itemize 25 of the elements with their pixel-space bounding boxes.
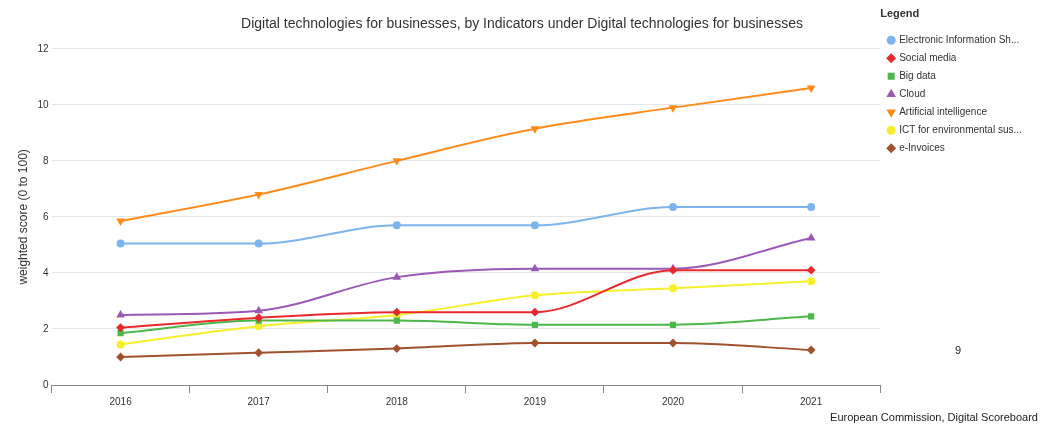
y-tick-label: 6 bbox=[42, 210, 49, 222]
legend-label: Big data bbox=[899, 69, 937, 81]
chart-title: Digital technologies for businesses, by Indicators under Digital technologies for businesses bbox=[241, 15, 803, 32]
legend-label: Electronic Information Sh... bbox=[899, 33, 1020, 45]
legend-label: ICT for environmental sus... bbox=[899, 123, 1022, 135]
y-tick-label: 4 bbox=[42, 266, 49, 278]
text: 9 bbox=[955, 344, 962, 357]
legend-label: Cloud bbox=[899, 87, 926, 99]
legend-label: Artificial intelligence bbox=[899, 105, 988, 117]
x-tick-label: 2017 bbox=[247, 395, 271, 407]
y-tick-label: 0 bbox=[42, 378, 49, 390]
y-tick-label: 2 bbox=[42, 322, 49, 334]
y-tick-label: 10 bbox=[37, 98, 49, 110]
y-axis-title: weighted score (0 to 100) bbox=[15, 149, 30, 286]
legend-label: Social media bbox=[899, 51, 957, 63]
y-tick-label: 8 bbox=[42, 154, 49, 166]
text: European Commission, Digital Scoreboard bbox=[830, 411, 1038, 423]
x-tick-label: 2016 bbox=[109, 395, 133, 407]
legend-title: Legend bbox=[880, 6, 920, 19]
x-tick-label: 2018 bbox=[385, 395, 409, 407]
x-tick-label: 2019 bbox=[523, 395, 547, 407]
x-tick-label: 2021 bbox=[800, 395, 823, 407]
legend-label: e-Invoices bbox=[899, 141, 945, 153]
x-tick-label: 2020 bbox=[661, 395, 685, 407]
y-tick-label: 12 bbox=[37, 42, 49, 54]
